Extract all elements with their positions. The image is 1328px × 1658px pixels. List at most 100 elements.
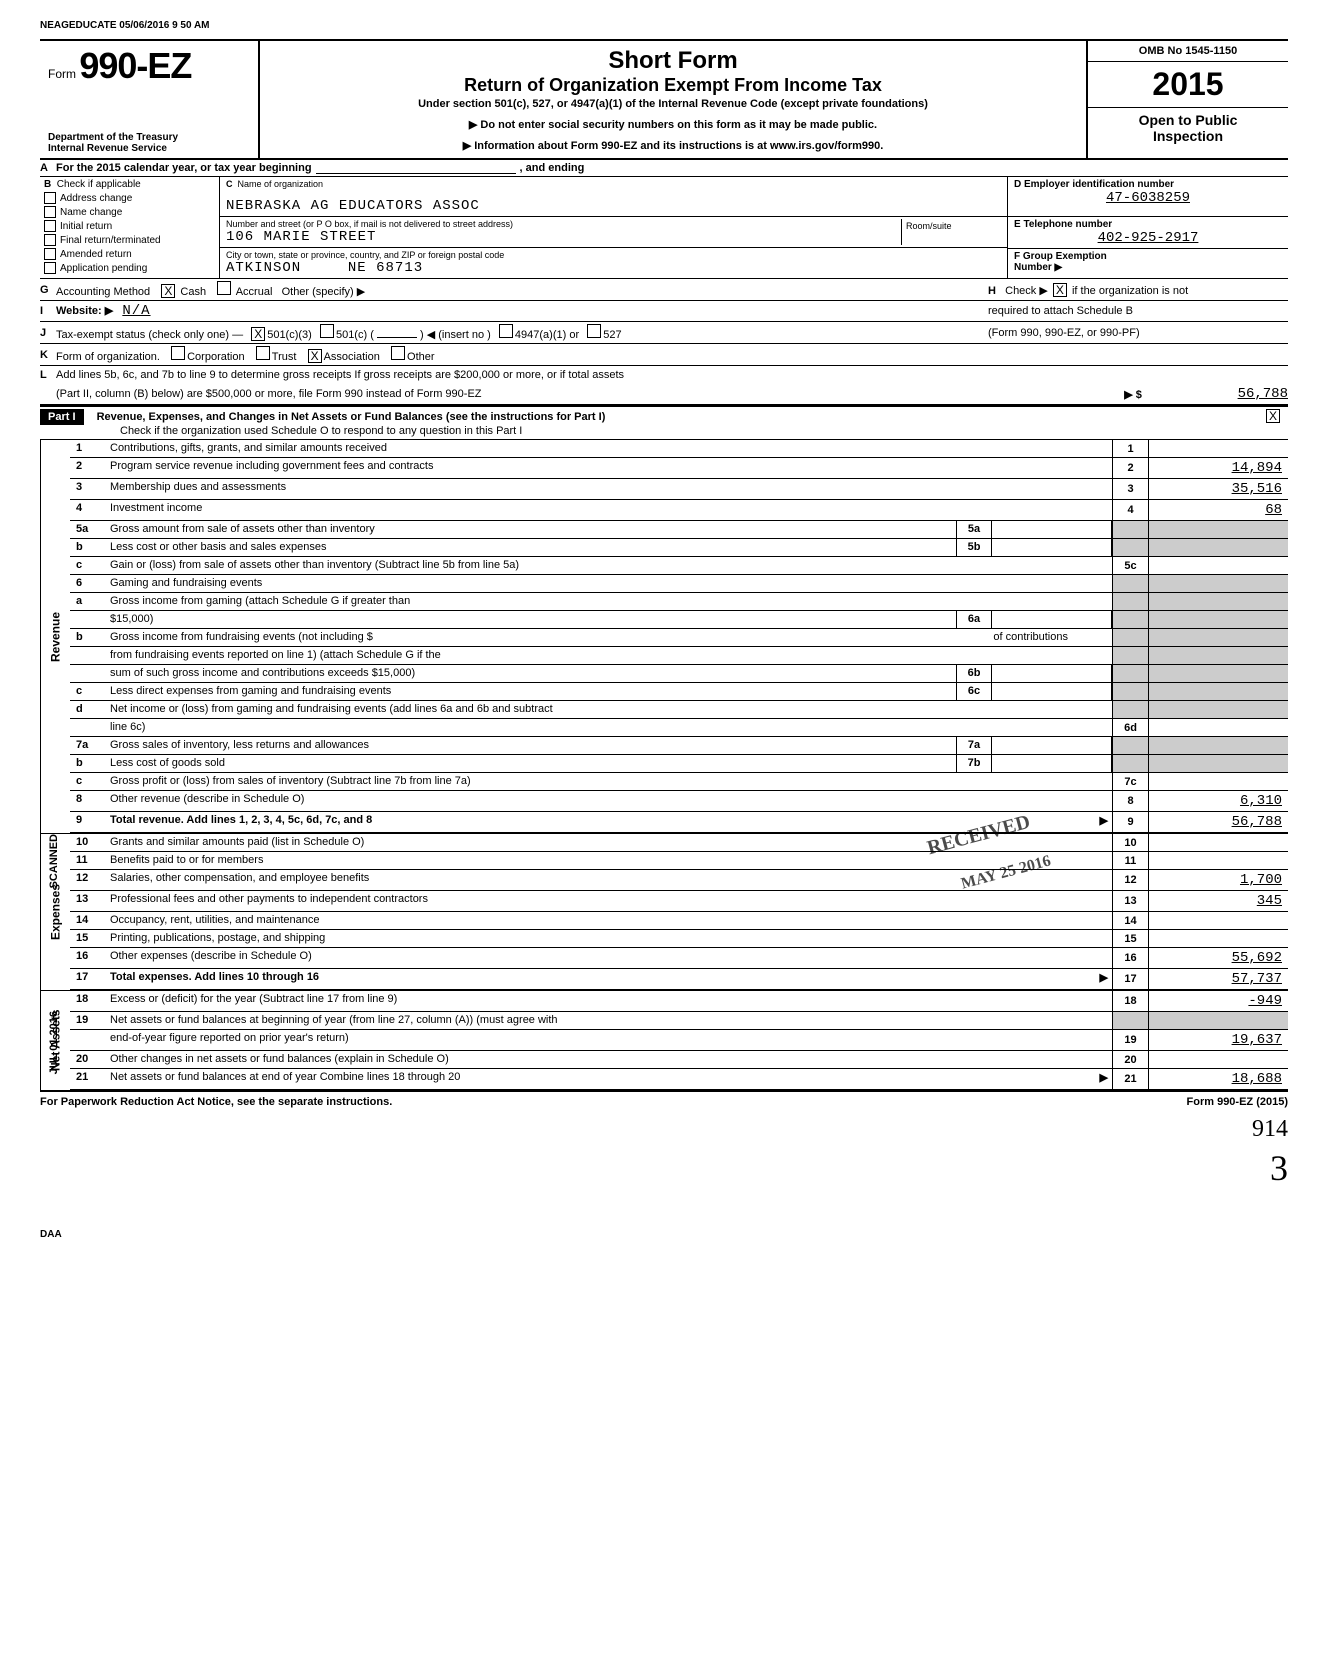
right-num: 10 bbox=[1112, 834, 1148, 851]
table-row: 17Total expenses. Add lines 10 through 1… bbox=[70, 969, 1288, 990]
right-num bbox=[1112, 665, 1148, 682]
label-i: I bbox=[40, 305, 56, 317]
check-527[interactable] bbox=[587, 324, 601, 338]
table-row: bLess cost or other basis and sales expe… bbox=[70, 539, 1288, 557]
mid-val bbox=[992, 539, 1112, 556]
check-address[interactable] bbox=[44, 192, 56, 204]
g-accrual: Accrual bbox=[236, 286, 273, 298]
check-501c[interactable] bbox=[320, 324, 334, 338]
row-num: 21 bbox=[70, 1069, 106, 1089]
row-num: 11 bbox=[70, 852, 106, 869]
mid-num: 7a bbox=[956, 737, 992, 754]
row-desc: Other expenses (describe in Schedule O) bbox=[106, 948, 1112, 968]
handwritten-2: 3 bbox=[40, 1147, 1288, 1189]
k-assoc: Association bbox=[324, 351, 380, 363]
g-other: Other (specify) ▶ bbox=[282, 286, 366, 298]
k-other: Other bbox=[407, 351, 435, 363]
table-row: 13Professional fees and other payments t… bbox=[70, 891, 1288, 912]
check-other-k[interactable] bbox=[391, 346, 405, 360]
right-val bbox=[1148, 852, 1288, 869]
dept-irs: Internal Revenue Service bbox=[48, 143, 250, 154]
line-i: I Website: ▶ N/A required to attach Sche… bbox=[40, 301, 1288, 322]
line-k: K Form of organization. Corporation Trus… bbox=[40, 344, 1288, 366]
right-val bbox=[1148, 1051, 1288, 1068]
right-val bbox=[1148, 701, 1288, 718]
check-name-label: Name change bbox=[60, 207, 122, 218]
row-desc: Less cost or other basis and sales expen… bbox=[106, 539, 956, 556]
check-final[interactable] bbox=[44, 234, 56, 246]
row-num: 4 bbox=[70, 500, 106, 520]
check-cash[interactable]: X bbox=[161, 284, 175, 298]
table-row: 18Excess or (deficit) for the year (Subt… bbox=[70, 991, 1288, 1012]
row-desc: Benefits paid to or for membersMAY 25 20… bbox=[106, 852, 1112, 869]
table-row: 15Printing, publications, postage, and s… bbox=[70, 930, 1288, 948]
label-c: C bbox=[226, 179, 233, 189]
table-row: bGross income from fundraising events (n… bbox=[70, 629, 1288, 647]
check-accrual[interactable] bbox=[217, 281, 231, 295]
j-text: Tax-exempt status (check only one) — bbox=[56, 329, 243, 341]
row-desc: Total expenses. Add lines 10 through 16▶ bbox=[106, 969, 1112, 989]
table-row: 11Benefits paid to or for membersMAY 25 … bbox=[70, 852, 1288, 870]
right-num: 12 bbox=[1112, 870, 1148, 890]
row-num: 16 bbox=[70, 948, 106, 968]
right-num bbox=[1112, 593, 1148, 610]
row-desc: Gross sales of inventory, less returns a… bbox=[106, 737, 956, 754]
right-num: 21 bbox=[1112, 1069, 1148, 1089]
table-row: cLess direct expenses from gaming and fu… bbox=[70, 683, 1288, 701]
right-num: 5c bbox=[1112, 557, 1148, 574]
right-val bbox=[1148, 912, 1288, 929]
right-val: 14,894 bbox=[1148, 458, 1288, 478]
label-g: G bbox=[40, 284, 56, 296]
row-a-text: For the 2015 calendar year, or tax year … bbox=[56, 162, 312, 174]
table-row: 4Investment income468 bbox=[70, 500, 1288, 521]
h-rest2: required to attach Schedule B bbox=[988, 305, 1288, 317]
row-desc: Less direct expenses from gaming and fun… bbox=[106, 683, 956, 700]
check-initial[interactable] bbox=[44, 220, 56, 232]
group-label: F Group Exemption bbox=[1014, 251, 1282, 262]
right-num bbox=[1112, 575, 1148, 592]
check-h[interactable]: X bbox=[1053, 283, 1067, 297]
subtitle: Under section 501(c), 527, or 4947(a)(1)… bbox=[272, 98, 1074, 110]
part-1-title: Revenue, Expenses, and Changes in Net As… bbox=[97, 411, 606, 423]
row-desc: Contributions, gifts, grants, and simila… bbox=[106, 440, 1112, 457]
row-desc: Gain or (loss) from sale of assets other… bbox=[106, 557, 1112, 574]
row-num: 13 bbox=[70, 891, 106, 911]
right-val: 1,700 bbox=[1148, 870, 1288, 890]
table-row: dNet income or (loss) from gaming and fu… bbox=[70, 701, 1288, 719]
check-trust[interactable] bbox=[256, 346, 270, 360]
right-num: 6d bbox=[1112, 719, 1148, 736]
right-num: 15 bbox=[1112, 930, 1148, 947]
row-num: 17 bbox=[70, 969, 106, 989]
row-num: 1 bbox=[70, 440, 106, 457]
check-part1[interactable]: X bbox=[1266, 409, 1280, 423]
g-cash: Cash bbox=[180, 286, 206, 298]
row-desc: Total revenue. Add lines 1, 2, 3, 4, 5c,… bbox=[106, 812, 1112, 832]
row-num bbox=[70, 665, 106, 682]
form-prefix: Form bbox=[48, 67, 76, 81]
right-num bbox=[1112, 647, 1148, 664]
row-num: 12 bbox=[70, 870, 106, 890]
row-desc: from fundraising events reported on line… bbox=[106, 647, 1112, 664]
check-assoc[interactable]: X bbox=[308, 349, 322, 363]
right-val: 6,310 bbox=[1148, 791, 1288, 811]
right-val: 68 bbox=[1148, 500, 1288, 520]
table-row: 10Grants and similar amounts paid (list … bbox=[70, 834, 1288, 852]
check-name[interactable] bbox=[44, 206, 56, 218]
mid-val bbox=[992, 665, 1112, 682]
row-desc: Salaries, other compensation, and employ… bbox=[106, 870, 1112, 890]
check-amended[interactable] bbox=[44, 248, 56, 260]
right-num: 11 bbox=[1112, 852, 1148, 869]
h-rest: if the organization is not bbox=[1072, 285, 1188, 297]
check-corp[interactable] bbox=[171, 346, 185, 360]
row-num: b bbox=[70, 629, 106, 646]
check-pending[interactable] bbox=[44, 262, 56, 274]
table-row: 2Program service revenue including gover… bbox=[70, 458, 1288, 479]
table-row: 21Net assets or fund balances at end of … bbox=[70, 1069, 1288, 1090]
right-num bbox=[1112, 539, 1148, 556]
check-4947[interactable] bbox=[499, 324, 513, 338]
website-value: N/A bbox=[122, 303, 150, 319]
city-label: City or town, state or province, country… bbox=[226, 250, 1001, 260]
table-row: 16Other expenses (describe in Schedule O… bbox=[70, 948, 1288, 969]
check-501c3[interactable]: X bbox=[251, 327, 265, 341]
right-val bbox=[1148, 647, 1288, 664]
